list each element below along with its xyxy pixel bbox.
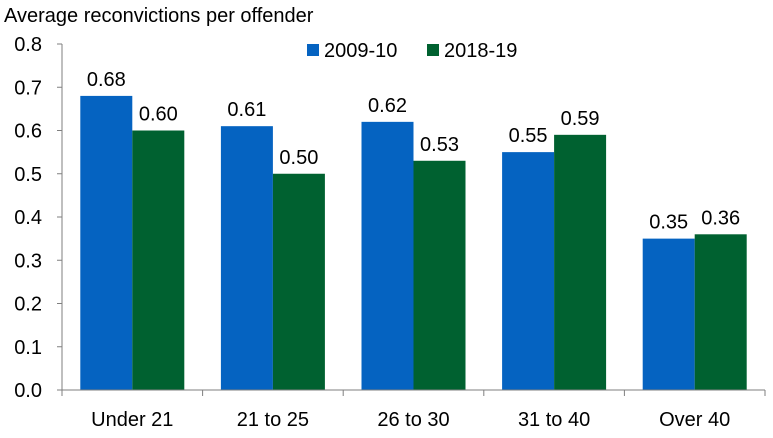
data-label: 0.53	[420, 134, 459, 156]
y-tick-label: 0.7	[14, 77, 42, 99]
data-label: 0.62	[368, 95, 407, 117]
y-tick-label: 0.4	[14, 207, 42, 229]
bar-2009-10-31 to 40	[502, 152, 555, 390]
bars: 0.68 0.61 0.62 0.55 0.35 0.60 0.50 0.53 0.59 0.36	[80, 69, 747, 391]
y-tick-label: 0.6	[14, 121, 42, 143]
y-axis-title: Average reconvictions per offender	[4, 5, 314, 27]
y-tick-label: 0.2	[14, 294, 42, 316]
data-label: 0.60	[139, 104, 178, 126]
bar-2018-19-Over 40	[694, 234, 747, 390]
x-axis: Under 21 21 to 25 26 to 30 31 to 40 Over 40	[61, 389, 766, 431]
y-tick-label: 0.3	[14, 250, 42, 272]
x-tick-label: Over 40	[659, 409, 730, 431]
bar-2018-19-31 to 40	[554, 134, 607, 390]
legend: 2009-10 2018-19	[307, 40, 517, 62]
bar-2009-10-26 to 30	[361, 121, 414, 390]
data-label: 0.68	[87, 69, 126, 91]
data-label: 0.36	[701, 207, 740, 229]
y-tick-label: 0.8	[14, 34, 42, 56]
bar-2018-19-Under 21	[132, 130, 185, 390]
bar-2009-10-Under 21	[80, 95, 133, 391]
x-tick-label: 26 to 30	[377, 409, 449, 431]
data-label: 0.59	[561, 108, 600, 130]
legend-label: 2018-19	[444, 40, 517, 62]
data-label: 0.55	[509, 125, 548, 147]
bar-2009-10-Over 40	[642, 238, 695, 390]
x-tick-label: 31 to 40	[518, 409, 590, 431]
y-tick-label: 0.1	[14, 337, 42, 359]
y-axis: 0.0 0.1 0.2 0.3 0.4 0.5 0.6 0.7 0.8	[14, 34, 63, 402]
data-label: 0.50	[279, 147, 318, 169]
legend-swatch	[307, 44, 319, 56]
data-label: 0.61	[227, 99, 266, 121]
y-tick-label: 0.0	[14, 380, 42, 402]
x-tick-label: 21 to 25	[237, 409, 309, 431]
x-tick-label: Under 21	[91, 409, 173, 431]
legend-label: 2009-10	[324, 40, 397, 62]
data-label: 0.35	[649, 212, 688, 234]
bar-2018-19-21 to 25	[272, 173, 325, 390]
bar-2018-19-26 to 30	[413, 160, 466, 390]
bar-2009-10-21 to 25	[220, 126, 273, 391]
legend-swatch	[427, 44, 439, 56]
y-tick-label: 0.5	[14, 164, 42, 186]
